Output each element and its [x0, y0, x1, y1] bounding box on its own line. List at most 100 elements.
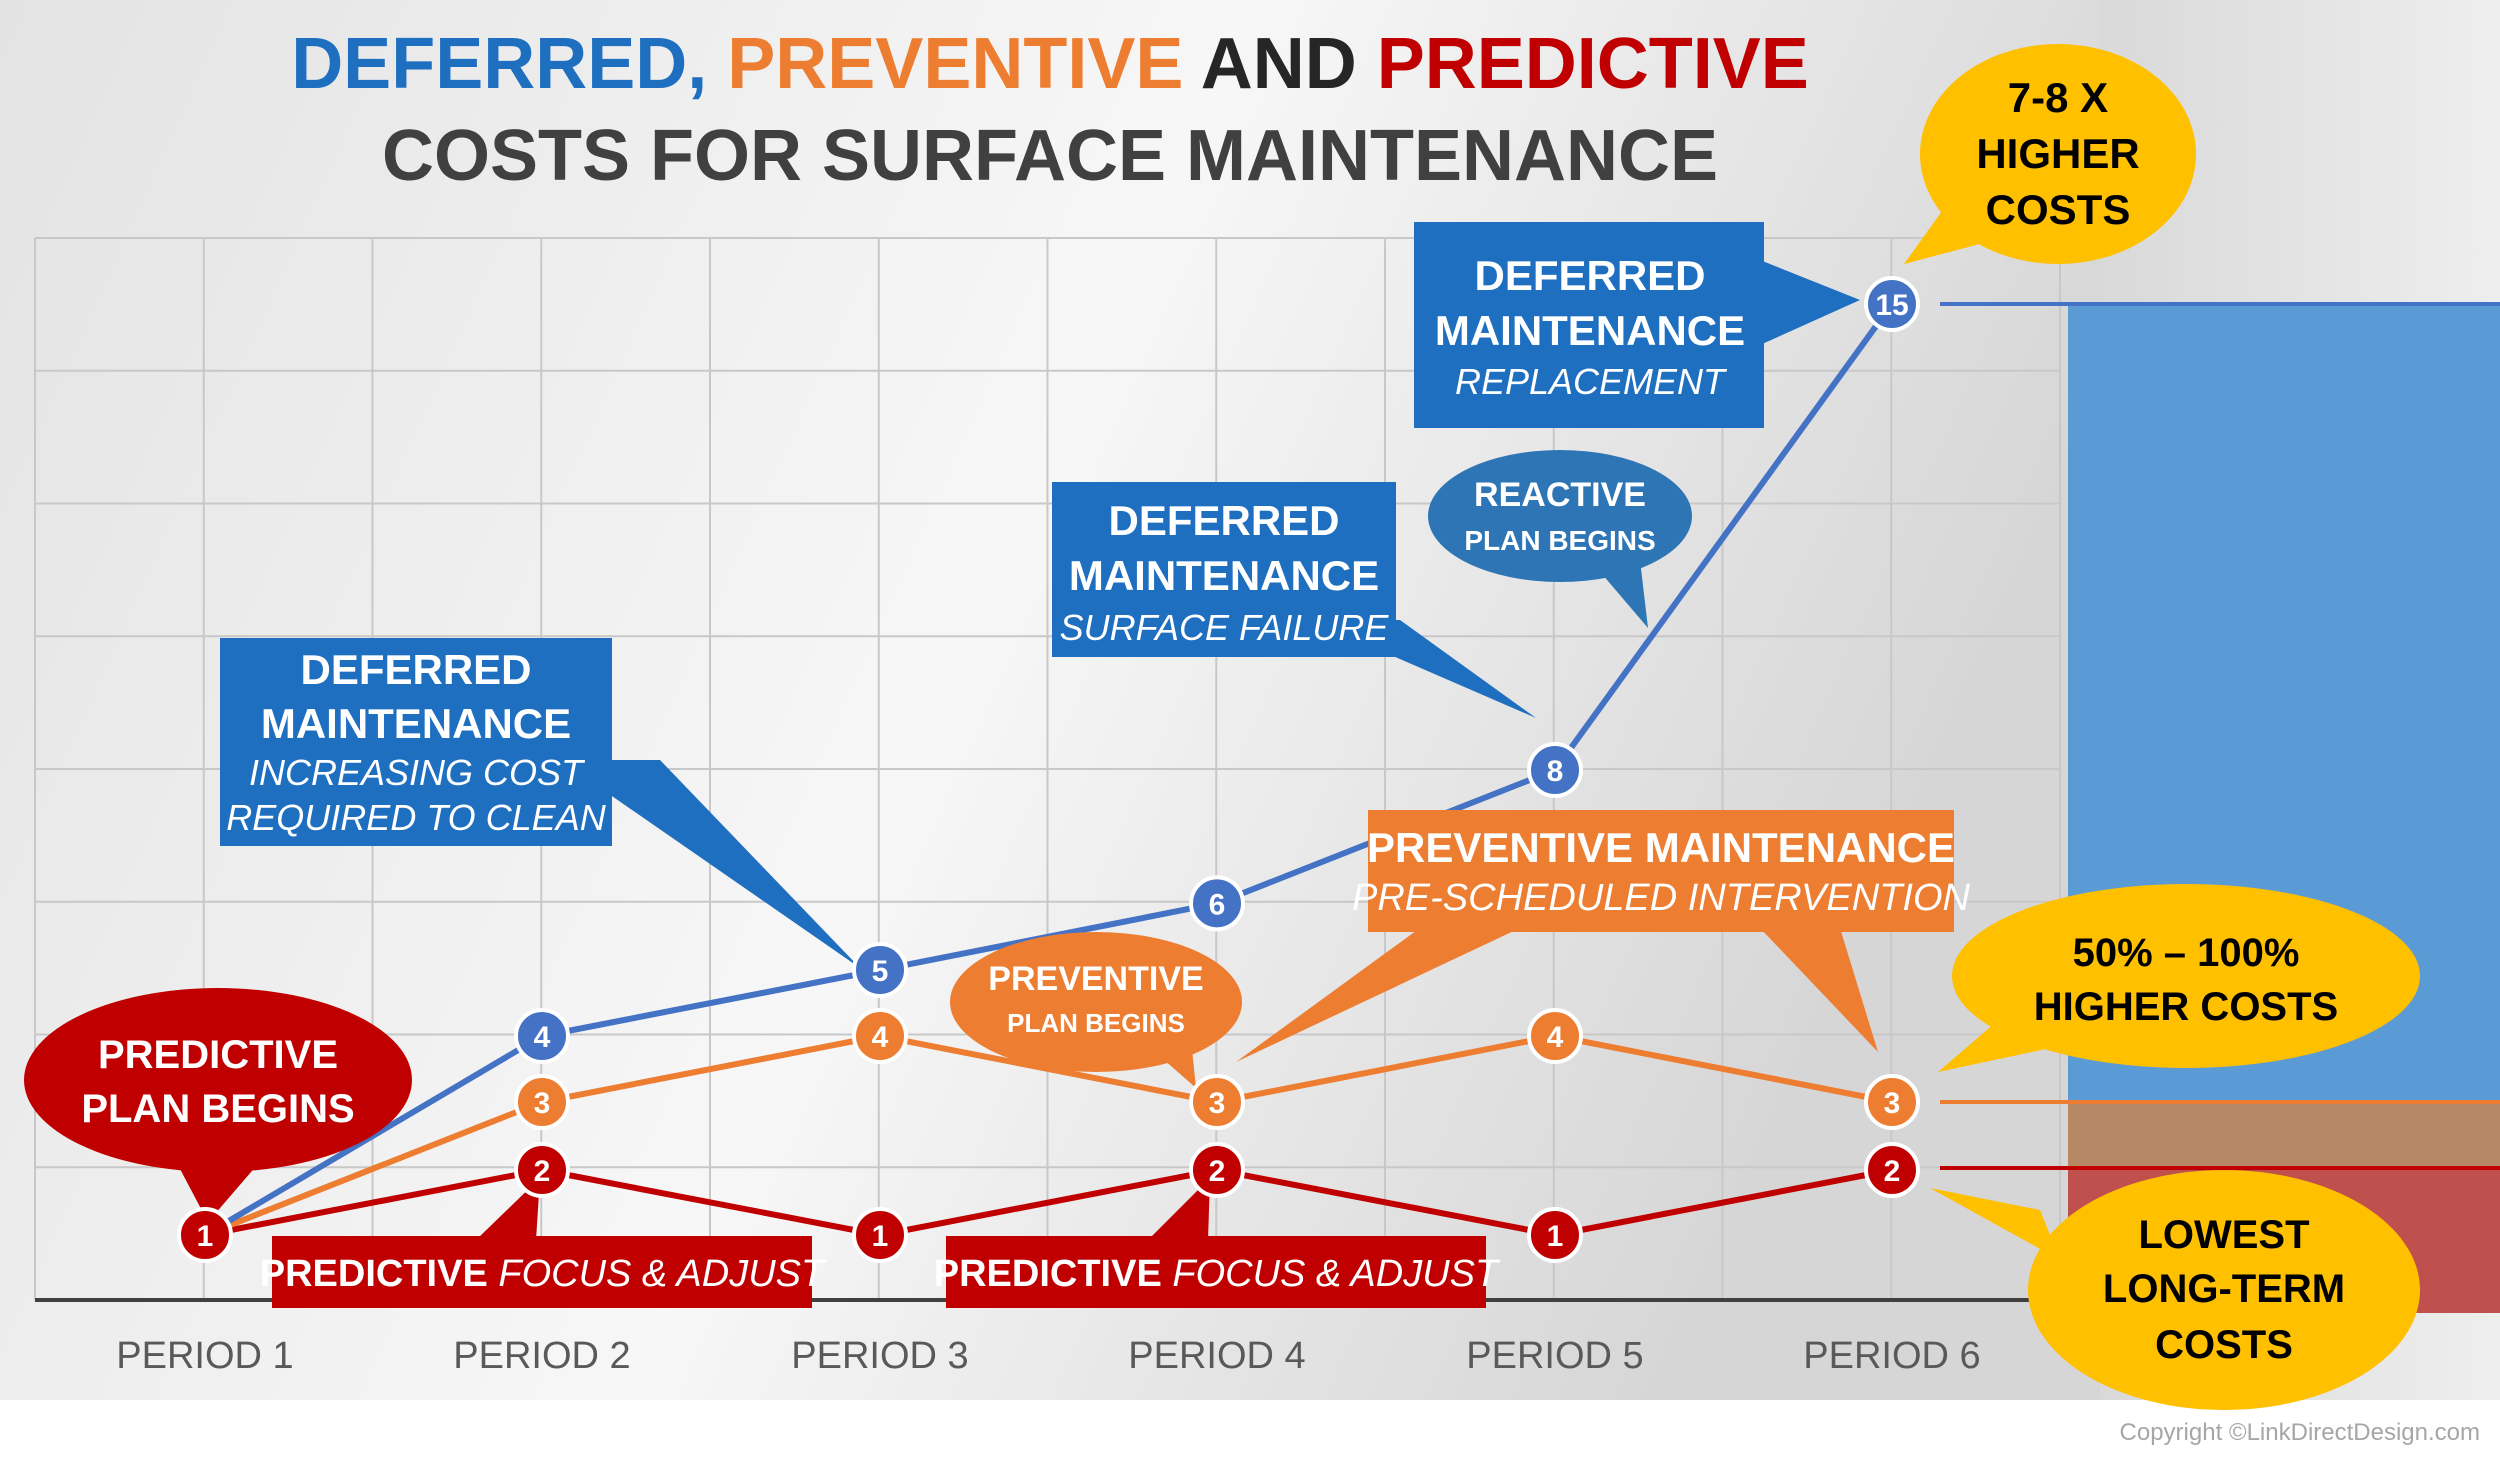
predictive-point: 2 [1864, 1142, 1920, 1198]
deferred-2-line2: MAINTENANCE [1069, 552, 1379, 599]
predictive-focus-2-bold: PREDICTIVE [934, 1253, 1162, 1295]
deferred-point: 5 [852, 942, 908, 998]
higher-50-line2: HIGHER COSTS [2034, 985, 2338, 1029]
predictive-focus-2-italic: FOCUS & ADJUST [1172, 1253, 1501, 1295]
deferred-1-line1: DEFERRED [300, 646, 531, 693]
predictive-focus-1-bold: PREDICTIVE [260, 1253, 488, 1295]
predictive-point: 1 [177, 1207, 233, 1263]
preventive-point-label: 3 [534, 1087, 551, 1120]
predictive-point-label: 1 [197, 1220, 214, 1253]
predictive-point: 1 [852, 1207, 908, 1263]
preventive-point-label: 3 [1884, 1087, 1901, 1120]
lowest-line3: COSTS [2155, 1323, 2293, 1367]
x-tick-label: PERIOD 6 [1803, 1335, 1980, 1377]
predictive-point-label: 2 [1209, 1155, 1226, 1188]
deferred-point: 15 [1864, 276, 1920, 332]
deferred-point-label: 6 [1209, 888, 1226, 921]
predictive-focus-2-pointer [1148, 1178, 1210, 1240]
deferred-1-pointer [560, 760, 860, 968]
higher-78-line1: 7-8 X [2008, 74, 2108, 121]
reactive-line2: PLAN BEGINS [1464, 525, 1655, 556]
predictive-point-label: 2 [1884, 1155, 1901, 1188]
lowest-line1: LOWEST [2138, 1213, 2309, 1257]
deferred-point-marker [1527, 742, 1583, 798]
preventive-point: 3 [1189, 1074, 1245, 1130]
deferred-3-box [1414, 222, 1764, 428]
deferred-2-line3: SURFACE FAILURE [1060, 607, 1390, 648]
preventive-box-line2: PRE-SCHEDULED INTERVENTION [1352, 877, 1971, 919]
deferred-point-marker [514, 1008, 570, 1064]
preventive-point-marker [1189, 1074, 1245, 1130]
deferred-2-box [1052, 482, 1396, 657]
higher-78-bubble [1920, 44, 2196, 264]
predictive-point-marker [514, 1142, 570, 1198]
deferred-2-line1: DEFERRED [1108, 497, 1339, 544]
x-tick-label: PERIOD 4 [1128, 1335, 1305, 1377]
predictive-point-label: 1 [872, 1220, 889, 1253]
higher-50-line1: 50% – 100% [2073, 931, 2300, 975]
deferred-3-line2: MAINTENANCE [1435, 307, 1745, 354]
title-preventive: PREVENTIVE [727, 24, 1183, 104]
deferred-point: 8 [1527, 742, 1583, 798]
lowest-pointer [1930, 1188, 2060, 1260]
preventive-box-line1: PREVENTIVE MAINTENANCE [1367, 824, 1955, 871]
deferred-1-line3: INCREASING COST [249, 752, 586, 793]
predictive-point-marker [1527, 1207, 1583, 1263]
preventive-series-line [203, 1033, 1893, 1238]
preventive-point-label: 4 [872, 1021, 889, 1054]
chart-title-line2: COSTS FOR SURFACE MAINTENANCE [382, 116, 1718, 196]
predictive-point-marker [852, 1207, 908, 1263]
chart-title-line1: DEFERRED, PREVENTIVE AND PREDICTIVE [291, 24, 1809, 104]
predictive-focus-2-text: PREDICTIVE FOCUS & ADJUST [934, 1253, 1501, 1295]
preventive-begins-line1: PREVENTIVE [988, 960, 1203, 998]
deferred-point-label: 5 [872, 955, 889, 988]
preventive-point-marker [1864, 1074, 1920, 1130]
preventive-point-label: 3 [1209, 1087, 1226, 1120]
lowest-line2: LONG-TERM [2103, 1267, 2345, 1311]
preventive-box-pointer-right [1760, 928, 1878, 1052]
x-tick-label: PERIOD 3 [791, 1335, 968, 1377]
predictive-focus-1-pointer [476, 1178, 540, 1240]
deferred-point: 4 [514, 1008, 570, 1064]
predictive-focus-1-italic: FOCUS & ADJUST [498, 1253, 827, 1295]
higher-78-line3: COSTS [1986, 186, 2131, 233]
data-markers: 1 2 1 2 1 2 3 4 3 4 3 4 5 6 8 15 [177, 276, 1920, 1263]
deferred-3-pointer [1760, 260, 1860, 345]
deferred-1-box [220, 638, 612, 846]
deferred-1-line4: REQUIRED TO CLEAN [226, 797, 606, 838]
deferred-1-line2: MAINTENANCE [261, 700, 571, 747]
predictive-point-marker [1189, 1142, 1245, 1198]
predictive-begins-bubble [24, 988, 412, 1172]
preventive-point-marker [852, 1008, 908, 1064]
deferred-3-line3: REPLACEMENT [1455, 361, 1728, 402]
deferred-point: 6 [1189, 875, 1245, 932]
predictive-point-label: 2 [534, 1155, 551, 1188]
lowest-bubble [2028, 1170, 2420, 1410]
higher-78-pointer [1904, 200, 2010, 264]
preventive-cost-bar [2068, 1102, 2500, 1168]
preventive-point-marker [1527, 1008, 1583, 1064]
predictive-series-line [204, 1167, 1893, 1238]
x-tick-label: PERIOD 1 [116, 1335, 293, 1377]
preventive-begins-line2: PLAN BEGINS [1007, 1008, 1185, 1038]
higher-50-bubble [1952, 884, 2420, 1068]
predictive-focus-1-text: PREDICTIVE FOCUS & ADJUST [260, 1253, 827, 1295]
preventive-point: 3 [514, 1074, 570, 1130]
deferred-3-line1: DEFERRED [1474, 252, 1705, 299]
predictive-focus-1-box [272, 1236, 812, 1308]
deferred-point-marker [1189, 875, 1245, 932]
predictive-point-marker [177, 1207, 233, 1263]
title-predictive: PREDICTIVE [1377, 24, 1809, 104]
predictive-point-marker [1864, 1142, 1920, 1198]
predictive-point: 1 [1527, 1207, 1583, 1263]
predictive-begins-line1: PREDICTIVE [98, 1033, 338, 1077]
deferred-point-marker [852, 942, 908, 998]
reactive-bubble [1428, 450, 1692, 582]
preventive-point: 3 [1864, 1074, 1920, 1130]
x-tick-label: PERIOD 2 [453, 1335, 630, 1377]
preventive-begins-bubble [950, 932, 1242, 1072]
preventive-point-marker [514, 1074, 570, 1130]
predictive-point-label: 1 [1547, 1220, 1564, 1253]
predictive-point: 2 [514, 1142, 570, 1198]
